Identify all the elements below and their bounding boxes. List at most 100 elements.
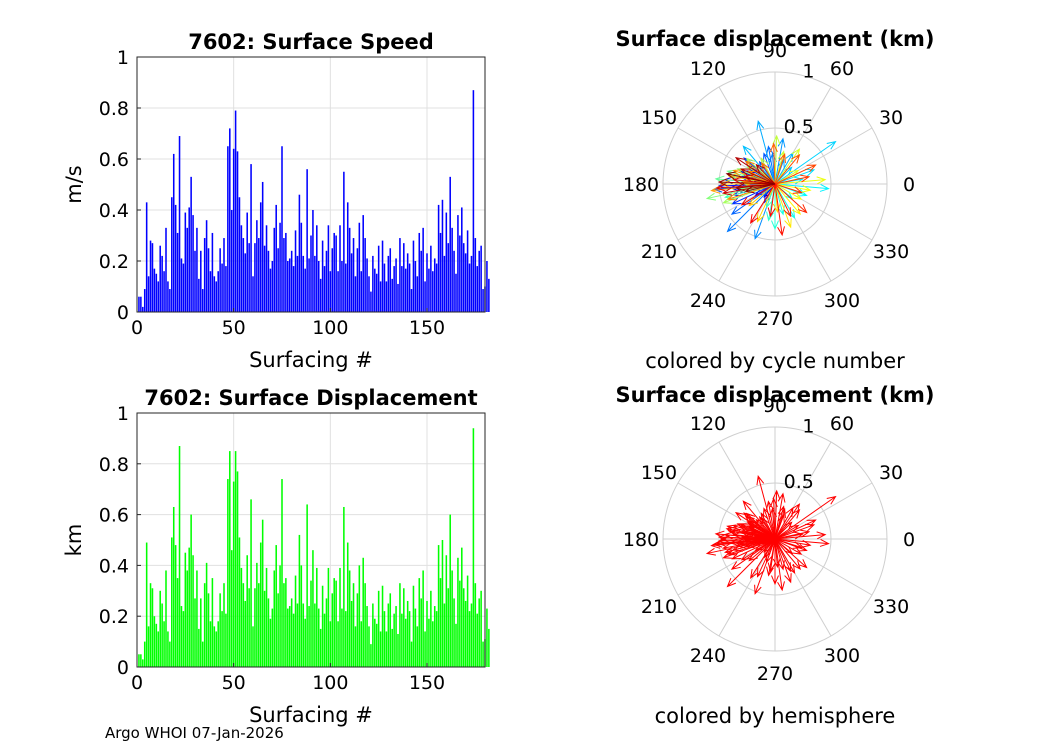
displacement-vector: [774, 538, 830, 547]
bar: [337, 621, 339, 667]
bar: [393, 613, 395, 667]
chart-caption: colored by cycle number: [645, 349, 905, 373]
bar: [290, 250, 293, 312]
bar: [219, 248, 221, 312]
displacement-vector: [774, 140, 837, 185]
bar: [345, 611, 347, 667]
polar-angle-label: 120: [690, 413, 726, 435]
polar-angle-label: 210: [641, 241, 677, 263]
bar: [389, 248, 392, 312]
bar: [263, 590, 266, 667]
bar: [310, 580, 312, 667]
bar: [246, 555, 248, 667]
bar: [225, 266, 227, 312]
bar: [225, 613, 227, 667]
displacement-vector: [769, 497, 778, 540]
bar: [461, 547, 463, 667]
displacement-vector: [725, 171, 776, 185]
bar: [261, 181, 264, 312]
bar: [379, 631, 382, 667]
displacement-vector: [756, 538, 776, 578]
polar-radius-label: 1: [802, 61, 814, 83]
displacement-vector: [774, 176, 827, 185]
y-tick-label: 0: [117, 657, 129, 679]
bar: [422, 570, 424, 667]
bar: [478, 250, 480, 312]
bar: [256, 562, 258, 667]
bar: [331, 593, 334, 667]
bar: [302, 255, 305, 312]
bar: [399, 238, 401, 312]
polar-spoke: [718, 86, 776, 185]
bar: [219, 593, 221, 667]
bar: [205, 562, 208, 667]
bar: [339, 225, 341, 312]
bar: [385, 631, 388, 667]
bar: [412, 240, 415, 312]
bar: [341, 261, 343, 312]
polar-angle-label: 30: [879, 462, 903, 484]
bar: [240, 567, 243, 667]
bar: [198, 628, 200, 667]
bar: [277, 593, 279, 667]
x-tick-label: 0: [131, 672, 143, 694]
bar: [430, 245, 432, 312]
bar: [345, 263, 347, 312]
displacement-vector: [774, 538, 803, 549]
bar: [169, 289, 171, 312]
bar: [348, 570, 351, 667]
bar: [466, 230, 469, 312]
bar: [279, 222, 281, 312]
bar: [259, 202, 262, 312]
bar: [383, 263, 386, 312]
displacement-vector: [769, 142, 778, 185]
bar: [288, 606, 291, 667]
bar: [395, 258, 397, 312]
displacement-vector: [774, 183, 802, 216]
bar: [360, 271, 363, 312]
bar: [310, 235, 312, 312]
bar: [153, 268, 156, 312]
y-tick-label: 0.2: [99, 251, 129, 273]
bar: [163, 621, 165, 667]
bar: [186, 570, 189, 667]
bar: [426, 600, 428, 667]
displacement-vector: [726, 538, 776, 556]
bar: [488, 628, 490, 667]
displacement-vector: [774, 183, 785, 237]
bar: [368, 276, 370, 312]
bar: [267, 598, 270, 667]
bar: [319, 628, 322, 667]
bar: [428, 618, 430, 667]
bar: [372, 603, 374, 667]
bar: [215, 631, 218, 667]
bar: [410, 641, 413, 667]
polar-angle-label: 90: [763, 395, 787, 417]
bar: [439, 578, 442, 667]
displacement-vector: [742, 145, 776, 185]
displacement-vector: [767, 183, 776, 218]
bar: [464, 253, 467, 312]
bar: [172, 153, 175, 312]
displacement-vector: [774, 538, 808, 569]
bar: [244, 600, 247, 667]
bar: [362, 557, 364, 667]
bar: [397, 283, 399, 312]
displacement-vector: [731, 183, 776, 205]
displacement-vector: [772, 489, 781, 540]
displacement-vector: [726, 183, 776, 233]
displacement-vector: [774, 152, 786, 185]
polar-angle-label: 210: [641, 596, 677, 618]
displacement-vector: [774, 183, 830, 192]
bar: [314, 603, 316, 667]
displacement-vector: [756, 183, 776, 223]
bar: [145, 542, 148, 667]
polar-angle-label: 330: [873, 241, 909, 263]
bar: [163, 271, 165, 312]
bar: [180, 258, 183, 312]
y-tick-label: 1: [117, 47, 129, 69]
bar: [283, 238, 285, 312]
polar-by-hemisphere-chart: 0 30 60 90 120 150 180 210 240 270 300 330 0.5 1 Surfa…: [615, 383, 934, 728]
bar: [346, 202, 349, 312]
bar: [381, 585, 384, 667]
